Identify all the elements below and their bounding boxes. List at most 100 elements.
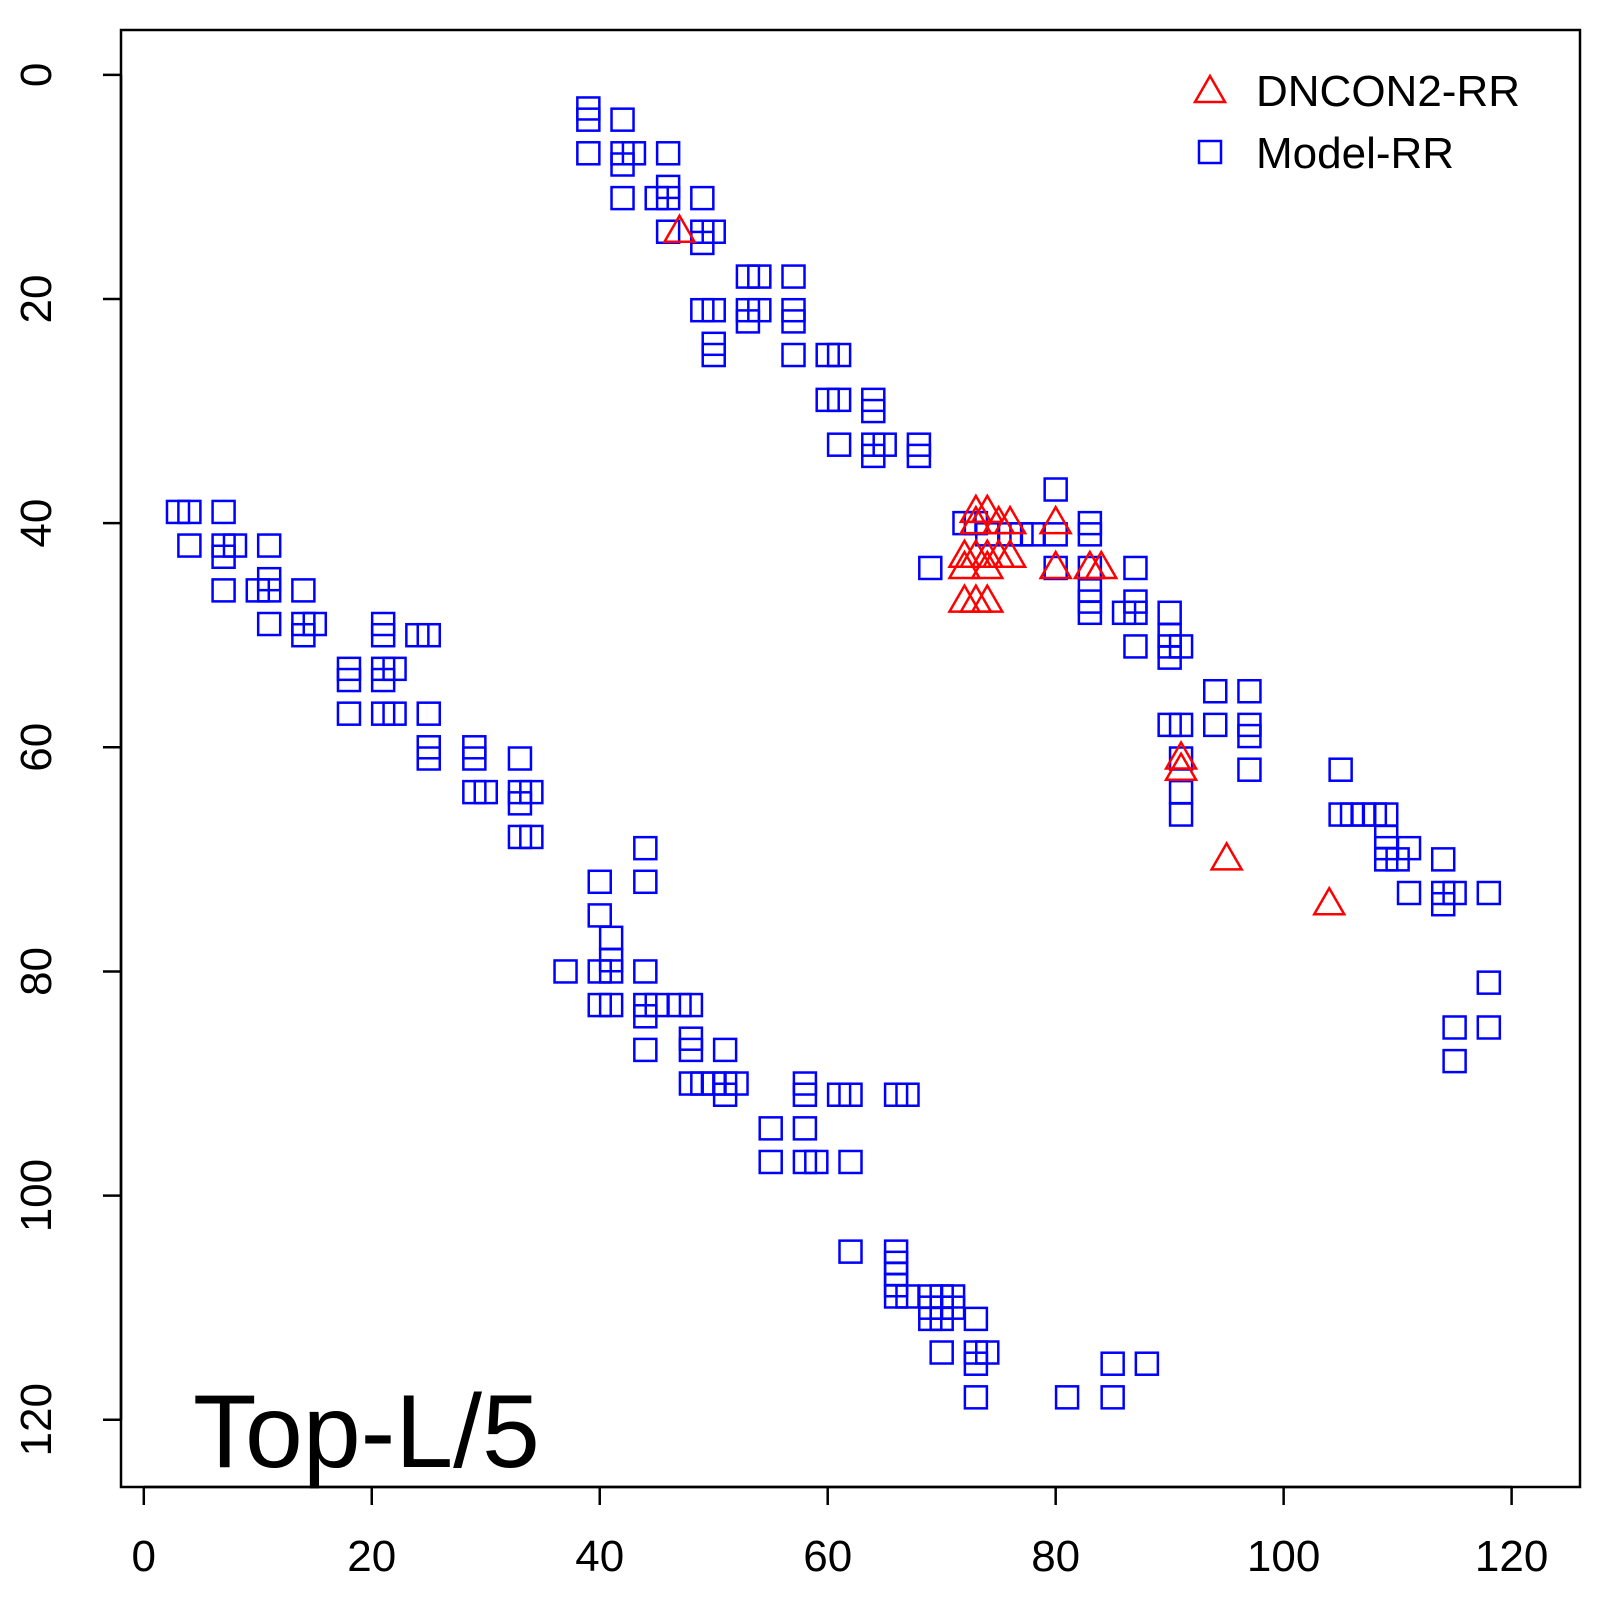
square-point (1100, 1351, 1125, 1376)
square-point (963, 1306, 989, 1332)
x-tick-label: 0 (132, 1532, 156, 1581)
x-tick-label: 80 (1031, 1532, 1080, 1581)
y-tick-label: 0 (12, 63, 61, 87)
triangle-point (1163, 751, 1199, 781)
square-point (382, 701, 407, 726)
square-point (1237, 679, 1262, 704)
square-point (906, 443, 932, 469)
square-point (701, 297, 726, 323)
triangle-point (947, 549, 982, 580)
square-point (895, 1082, 920, 1107)
square-point (861, 398, 886, 424)
square-point (1077, 600, 1103, 626)
square-point (1157, 645, 1182, 670)
square-point (370, 622, 396, 648)
square-point (291, 622, 316, 648)
square-point (177, 533, 202, 558)
square-point (826, 387, 852, 413)
square-point (1168, 802, 1194, 827)
square-point (1476, 880, 1502, 906)
square-point (861, 443, 886, 469)
triangle-point (1038, 549, 1073, 580)
square-point (701, 342, 726, 368)
square-point (598, 992, 624, 1018)
triangle-point (1209, 840, 1244, 871)
square-point (610, 107, 635, 132)
square-point (1168, 712, 1194, 738)
square-point (826, 432, 852, 457)
square-point (507, 791, 533, 816)
square-point (633, 835, 658, 861)
square-point (918, 555, 943, 581)
triangle-point (1038, 504, 1073, 535)
square-point (1123, 555, 1148, 581)
square-point (1203, 679, 1228, 704)
triangle-point (992, 538, 1028, 569)
square-point (633, 1037, 658, 1063)
y-tick-label: 80 (12, 947, 61, 996)
square-point (256, 578, 282, 603)
square-point (1237, 723, 1262, 749)
square-point (336, 667, 362, 693)
square-point (507, 746, 533, 771)
square-point (576, 107, 601, 132)
y-axis: 0 20 40 60 80 100 120 (12, 63, 123, 1456)
square-point (336, 701, 362, 726)
square-point (804, 1149, 829, 1175)
square-point (1077, 522, 1103, 547)
square-point (291, 578, 316, 603)
square-point (929, 1340, 954, 1365)
square-point (416, 746, 442, 771)
square-point (177, 499, 202, 525)
square-point (838, 1149, 863, 1175)
triangle-point (662, 213, 697, 243)
square-point (747, 264, 772, 289)
square-point (963, 1385, 989, 1410)
square-point (1100, 1385, 1125, 1410)
square-point (735, 309, 761, 334)
series-model-rr (165, 96, 1502, 1410)
square-point (598, 959, 624, 984)
x-tick-label: 20 (347, 1532, 396, 1581)
square-point (633, 1004, 658, 1029)
square-point (1385, 847, 1410, 872)
square-point (758, 1149, 783, 1175)
legend-square-marker (1197, 139, 1223, 165)
square-point (1476, 1015, 1502, 1040)
square-point (1442, 1048, 1467, 1074)
triangle-point (1163, 739, 1199, 770)
x-tick-label: 120 (1475, 1532, 1548, 1581)
x-tick-label: 60 (803, 1532, 852, 1581)
square-point (758, 1116, 783, 1141)
square-point (1237, 757, 1262, 782)
square-point (929, 1306, 954, 1332)
square-point (781, 342, 806, 368)
square-point (1134, 1351, 1160, 1376)
legend-item: DNCON2-RR (1192, 67, 1520, 116)
square-point (1396, 880, 1422, 906)
legend-item: Model-RR (1197, 129, 1454, 178)
square-point (256, 533, 282, 558)
x-axis: 0 20 40 60 80 100 120 (132, 1485, 1548, 1581)
square-point (963, 1351, 989, 1376)
square-point (1476, 970, 1502, 995)
triangle-point (1312, 885, 1347, 916)
square-point (610, 185, 635, 211)
series-dncon2-rr (662, 213, 1347, 916)
square-point (587, 869, 612, 895)
square-point (211, 499, 236, 525)
legend-label: Model-RR (1256, 129, 1454, 178)
y-tick-label: 60 (12, 723, 61, 772)
triangle-point (970, 493, 1005, 524)
square-point (690, 185, 715, 211)
square-point (416, 701, 442, 726)
triangle-point (970, 549, 1005, 580)
square-point (473, 779, 498, 805)
square-point (792, 1082, 818, 1107)
triangle-point (970, 583, 1005, 613)
square-point (519, 824, 544, 850)
square-point (1430, 847, 1456, 872)
legend-label: DNCON2-RR (1256, 67, 1520, 116)
square-point (553, 959, 578, 984)
